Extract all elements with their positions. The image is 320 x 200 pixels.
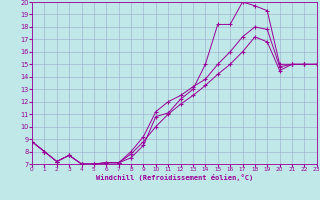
- X-axis label: Windchill (Refroidissement éolien,°C): Windchill (Refroidissement éolien,°C): [96, 174, 253, 181]
